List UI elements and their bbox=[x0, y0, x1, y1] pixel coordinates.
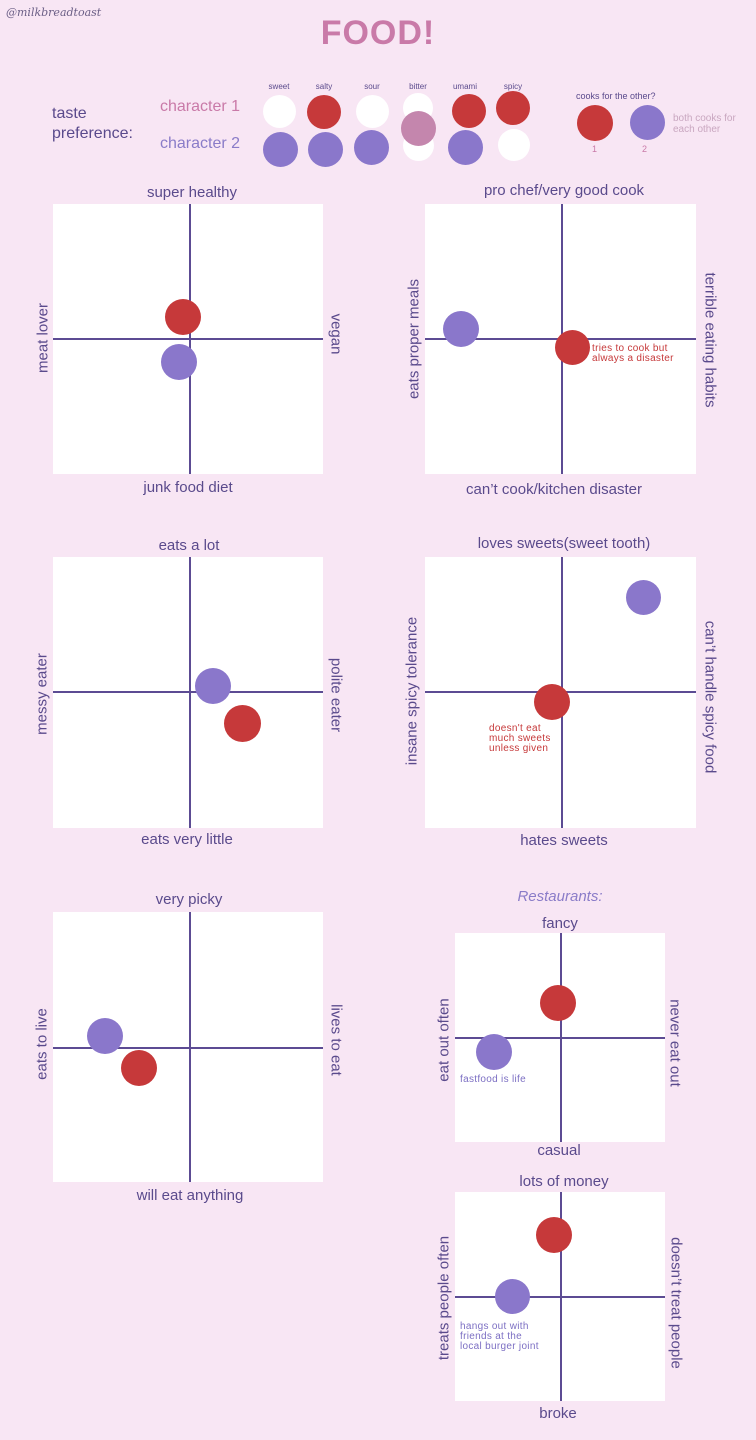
restaurants-v-axis bbox=[560, 933, 562, 1142]
picky-h-axis bbox=[53, 1047, 323, 1049]
picky-v-axis bbox=[189, 912, 191, 1182]
restaurants-bottom-label: casual bbox=[537, 1142, 581, 1159]
char1-umami-dot bbox=[452, 94, 486, 128]
taste-col-salty: salty bbox=[315, 82, 333, 91]
amount-v-axis bbox=[189, 557, 191, 828]
cooking-char2-dot bbox=[443, 311, 479, 347]
cooking-char1-dot bbox=[555, 330, 590, 365]
amount-left-label: messy eater bbox=[33, 653, 51, 735]
money-top-label: lots of money bbox=[519, 1173, 609, 1190]
amount-right-label: polite eater bbox=[327, 657, 345, 733]
cooking-note: tries to cook but always a disaster bbox=[592, 343, 674, 364]
char1-sweet-dot bbox=[263, 95, 296, 128]
picky-top-label: very picky bbox=[155, 891, 223, 908]
character-2-label: character 2 bbox=[160, 135, 241, 152]
amount-top-label: eats a lot bbox=[158, 537, 220, 554]
char2-umami-dot bbox=[448, 130, 483, 165]
sweets-char1-dot bbox=[534, 684, 570, 720]
cooks-char1-dot bbox=[577, 105, 613, 141]
char2-sour-dot bbox=[354, 130, 389, 165]
taste-col-spicy: spicy bbox=[503, 82, 523, 91]
cooks-label: cooks for the other? bbox=[576, 91, 656, 101]
taste-col-sour: sour bbox=[364, 82, 380, 91]
sweets-left-label: insane spicy tolerance bbox=[403, 616, 421, 766]
char2-spicy-dot bbox=[498, 129, 530, 161]
health-top-label: super healthy bbox=[146, 184, 238, 201]
picky-left-label: eats to live bbox=[33, 1008, 51, 1080]
cooking-left-label: eats proper meals bbox=[405, 278, 423, 400]
money-v-axis bbox=[560, 1192, 562, 1401]
restaurants-top-label: fancy bbox=[542, 915, 578, 932]
cooking-top-label: pro chef/very good cook bbox=[483, 182, 645, 199]
taste-preference-label: taste preference: bbox=[52, 104, 133, 144]
page-title: FOOD! bbox=[320, 14, 436, 52]
money-left-label: treats people often bbox=[435, 1235, 453, 1361]
cooks-char2-dot bbox=[630, 105, 665, 140]
money-note: hangs out with friends at the local burg… bbox=[460, 1321, 539, 1352]
amount-char2-dot bbox=[195, 668, 231, 704]
health-left-label: meat lover bbox=[34, 302, 52, 374]
taste-label-line1: taste bbox=[52, 105, 87, 122]
bitter-shared-dot bbox=[401, 111, 436, 146]
restaurants-note: fastfood is life bbox=[460, 1074, 526, 1085]
restaurants-title: Restaurants: bbox=[517, 888, 603, 905]
money-char1-dot bbox=[536, 1217, 572, 1253]
money-char2-dot bbox=[495, 1279, 530, 1314]
taste-col-sweet: sweet bbox=[268, 82, 290, 91]
char1-sour-dot bbox=[356, 95, 389, 128]
health-char2-dot bbox=[161, 344, 197, 380]
taste-col-bitter: bitter bbox=[409, 82, 427, 91]
health-right-label: vegan bbox=[327, 313, 345, 355]
sweets-top-label: loves sweets(sweet tooth) bbox=[477, 535, 651, 552]
health-char1-dot bbox=[165, 299, 201, 335]
cooking-right-label: terrible eating habits bbox=[701, 272, 719, 408]
restaurants-left-label: eat out often bbox=[435, 998, 453, 1082]
both-cooks-note: both cooks for each other bbox=[673, 113, 736, 135]
money-right-label: doesn’t treat people bbox=[667, 1237, 685, 1369]
picky-char1-dot bbox=[121, 1050, 157, 1086]
cooking-bottom-label: can’t cook/kitchen disaster bbox=[466, 481, 642, 498]
restaurants-char1-dot bbox=[540, 985, 576, 1021]
amount-bottom-label: eats very little bbox=[141, 831, 233, 848]
money-bottom-label: broke bbox=[539, 1405, 577, 1422]
health-h-axis bbox=[53, 338, 323, 340]
watermark: @milkbreadtoast bbox=[6, 6, 102, 19]
cooks-num-1: 1 bbox=[592, 144, 598, 154]
picky-char2-dot bbox=[87, 1018, 123, 1054]
sweets-bottom-label: hates sweets bbox=[520, 832, 608, 849]
sweets-char2-dot bbox=[626, 580, 661, 615]
health-bottom-label: junk food diet bbox=[143, 479, 233, 496]
cooks-num-2: 2 bbox=[642, 144, 648, 154]
char2-sweet-dot bbox=[263, 132, 298, 167]
character-1-label: character 1 bbox=[160, 98, 241, 115]
taste-label-line2: preference: bbox=[52, 125, 133, 142]
sweets-right-label: can’t handle spicy food bbox=[701, 620, 719, 774]
char2-salty-dot bbox=[308, 132, 343, 167]
amount-char1-dot bbox=[224, 705, 261, 742]
restaurants-char2-dot bbox=[476, 1034, 512, 1070]
picky-bottom-label: will eat anything bbox=[136, 1187, 244, 1204]
sweets-note: doesn't eat much sweets unless given bbox=[489, 723, 551, 754]
char1-spicy-dot bbox=[496, 91, 530, 125]
amount-h-axis bbox=[53, 691, 323, 693]
taste-col-umami: umami bbox=[452, 82, 477, 91]
restaurants-right-label: never eat out bbox=[666, 999, 684, 1087]
picky-right-label: lives to eat bbox=[327, 1004, 345, 1076]
char1-salty-dot bbox=[307, 95, 341, 129]
health-v-axis bbox=[189, 204, 191, 474]
